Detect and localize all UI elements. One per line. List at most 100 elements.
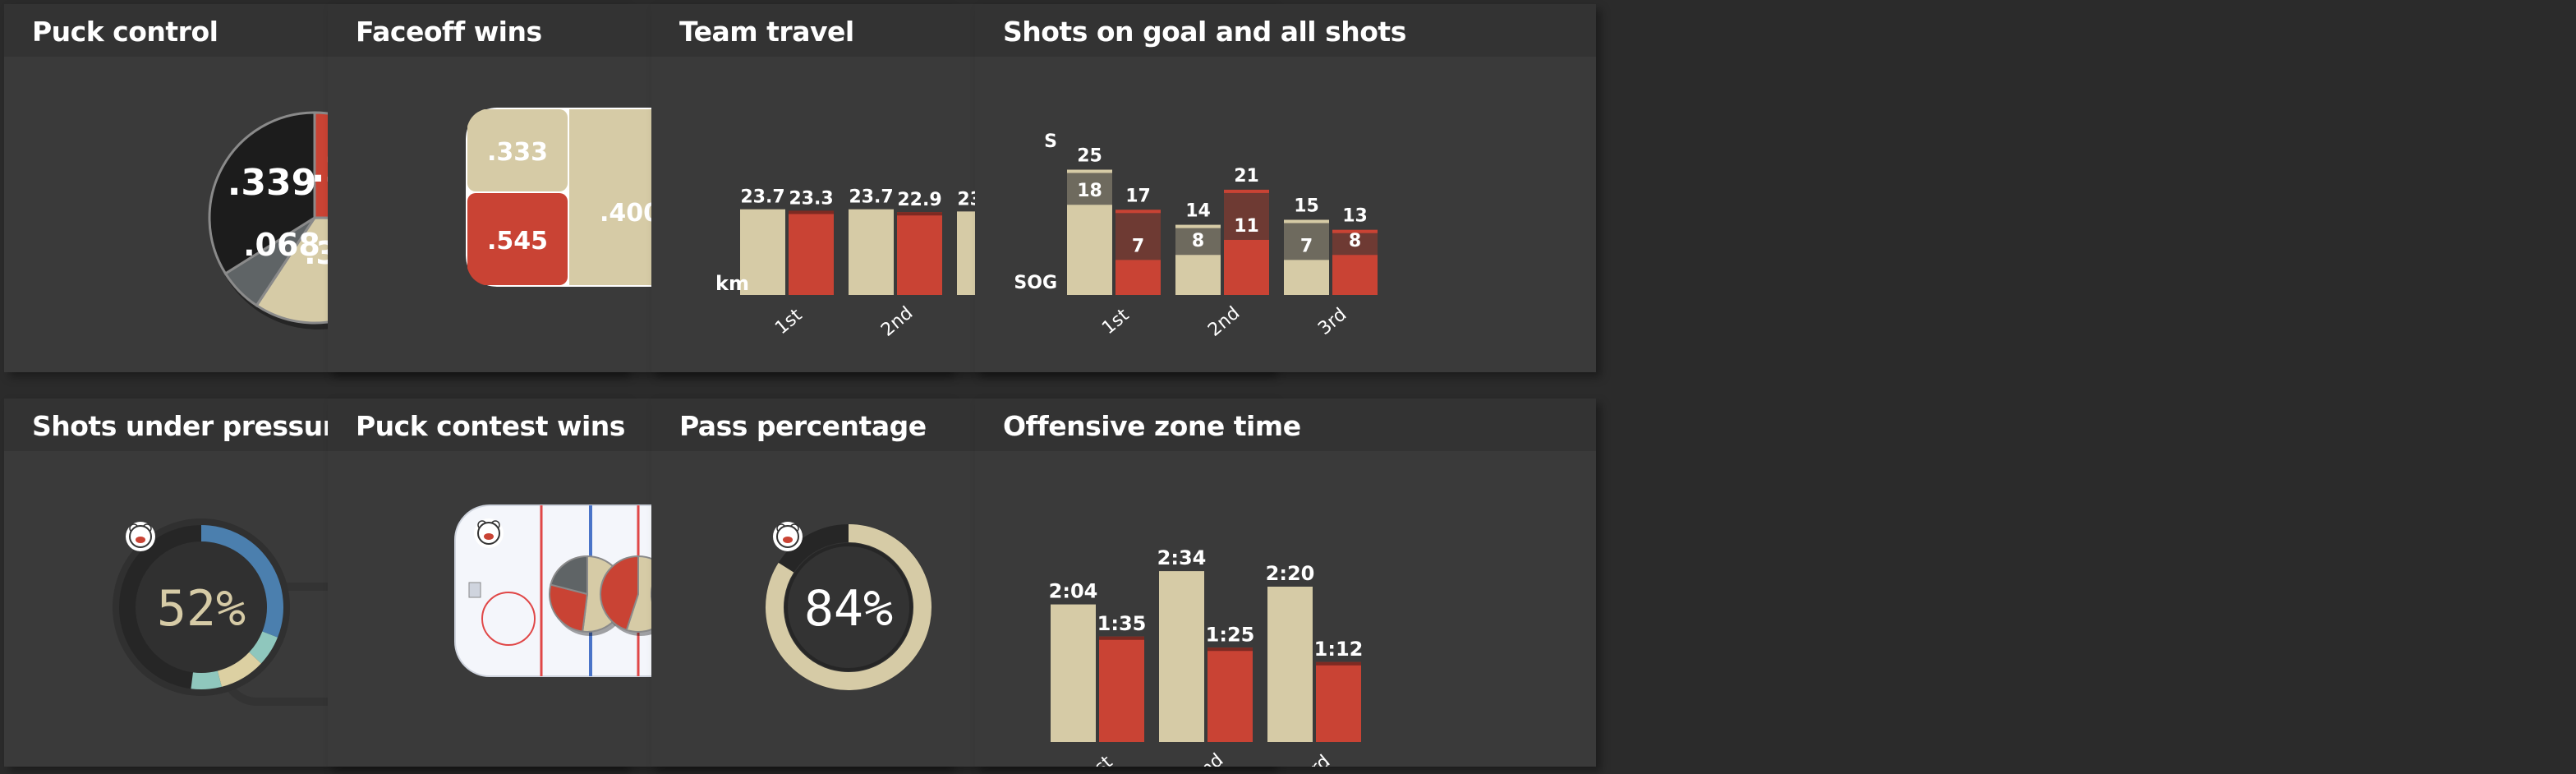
faceoff-label-left-top: .333 xyxy=(487,138,548,167)
bar-2nd-1 xyxy=(897,212,942,295)
bear-mouth xyxy=(136,537,145,543)
rink-corner xyxy=(466,108,497,139)
ring-segment-0 xyxy=(200,525,283,638)
category-label: 2nd xyxy=(1188,750,1227,767)
shots-bar-cap xyxy=(1224,189,1269,193)
shots-value-label: 14 xyxy=(1185,201,1211,222)
bear-mouth xyxy=(484,533,494,540)
contest-pie-1-slice-1 xyxy=(600,555,639,632)
sog-bar-1st-1 xyxy=(1116,260,1161,295)
bar-3rd-1 xyxy=(1316,661,1361,742)
bar-2nd-0 xyxy=(1159,571,1204,742)
shots-value-label: 13 xyxy=(1342,206,1368,227)
sog-bar-3rd-0 xyxy=(1284,260,1329,295)
ring-segment-3 xyxy=(191,670,222,689)
bar-value-label: 22.9 xyxy=(897,190,941,210)
bar-value-label: 1:35 xyxy=(1097,612,1147,635)
shots-bar-1st-1 xyxy=(1116,210,1161,260)
bar-2nd-0 xyxy=(849,209,894,295)
faceoff-label-center: .400 xyxy=(600,199,660,228)
panel-puck-contest-wins: Puck contest wins xyxy=(328,399,949,767)
shots-bar-cap xyxy=(1175,224,1221,228)
axis-label-km: km xyxy=(715,272,749,295)
ozone-bar-chart: 2:04 1:35 1st 2:34 1:25 2nd 2:20 1:12 3rd xyxy=(1049,546,1364,767)
sog-bar-1st-0 xyxy=(1067,205,1112,295)
pressure-value: 52% xyxy=(157,580,246,638)
ring-outer xyxy=(770,528,927,686)
ring-outer xyxy=(113,518,290,696)
sog-value-label: 8 xyxy=(1349,231,1361,251)
sog-value-label: 8 xyxy=(1192,231,1204,251)
category-label: 2nd xyxy=(1204,303,1244,341)
shots-value-label: 15 xyxy=(1294,196,1319,217)
bar-value-label: 23.7 xyxy=(849,187,893,208)
panel-title: Offensive zone time xyxy=(975,399,1596,451)
sog-bar-2nd-1 xyxy=(1224,239,1269,295)
category-label: 3rd xyxy=(1314,304,1350,339)
faceoff-cell-left-bottom xyxy=(467,193,568,285)
pie-label: .068 xyxy=(243,227,320,263)
sog-value-label: 7 xyxy=(1300,236,1313,256)
shots-bar-2nd-0 xyxy=(1175,224,1221,256)
bar-2nd-1 xyxy=(1208,647,1253,742)
pie-slice-3 xyxy=(208,111,316,275)
shots-bar-1st-0 xyxy=(1067,169,1112,205)
bar-value-label: 2:20 xyxy=(1266,562,1315,585)
category-label: 1st xyxy=(1082,752,1116,767)
category-label: 2nd xyxy=(877,303,917,341)
panel-title: Shots on goal and all shots xyxy=(975,4,1596,57)
sog-bar-2nd-0 xyxy=(1175,255,1221,295)
sog-value-label: 11 xyxy=(1234,216,1259,237)
category-label: 3rd xyxy=(1298,751,1334,767)
bar-1st-0 xyxy=(740,209,785,295)
shots-bar-cap xyxy=(1332,229,1378,233)
bar-1st-1 xyxy=(1099,636,1144,742)
shots-bar-chart: 25 18 17 7 1st 14 8 21 11 2nd 15 7 13 8 3rd S SOG xyxy=(1014,131,1378,341)
pass-value: 84% xyxy=(804,580,893,638)
bar-value-label: 1:12 xyxy=(1314,638,1364,661)
ring-inner-shade xyxy=(784,543,913,671)
category-label: 1st xyxy=(1098,305,1133,339)
rink-net xyxy=(468,582,481,598)
shots-value-label: 17 xyxy=(1125,186,1151,206)
ring-segment-1 xyxy=(249,631,278,664)
bar-cap xyxy=(1208,647,1253,652)
bar-cap xyxy=(1099,636,1144,640)
bar-value-label: 2:34 xyxy=(1157,546,1207,569)
panel-shots: Shots on goal and all shots 25 18 17 7 1st 14… xyxy=(975,4,1596,372)
axis-label-s: S xyxy=(1044,131,1057,152)
shots-value-label: 21 xyxy=(1234,166,1259,187)
category-label: 1st xyxy=(771,305,806,339)
shots-bar-cap xyxy=(1067,169,1112,173)
shots-value-label: 25 xyxy=(1077,146,1102,167)
sog-bar-3rd-1 xyxy=(1332,255,1378,295)
shots-bar-cap xyxy=(1116,210,1161,214)
shots-bar-3rd-0 xyxy=(1284,219,1329,260)
faceoff-circle xyxy=(481,592,536,646)
faceoff-cell-left-top xyxy=(467,109,568,191)
bar-value-label: 2:04 xyxy=(1049,580,1098,603)
bar-value-label: 23.3 xyxy=(789,188,833,209)
bar-value-label: 23.7 xyxy=(740,187,784,208)
bear-mouth xyxy=(783,537,793,543)
sog-value-label: 7 xyxy=(1132,236,1144,256)
faceoff-label-left-bottom: .545 xyxy=(487,227,548,256)
shots-bar-cap xyxy=(1284,219,1329,223)
bar-cap xyxy=(1316,661,1361,666)
bar-1st-1 xyxy=(789,210,834,295)
panel-offensive-zone-time: Offensive zone time 2:041:351st2:341:252… xyxy=(975,399,1596,767)
axis-label-sog: SOG xyxy=(1014,273,1057,293)
bar-3rd-0 xyxy=(1267,587,1313,742)
sog-value-label: 18 xyxy=(1077,181,1102,201)
contest-pie-0-slice-2 xyxy=(550,555,588,596)
shots-bar-2nd-1 xyxy=(1224,189,1269,240)
bar-cap xyxy=(897,212,942,216)
pie-label: .339 xyxy=(228,162,317,204)
bar-1st-0 xyxy=(1051,604,1096,742)
shots-bar-3rd-1 xyxy=(1332,229,1378,256)
contest-pie-0-slice-1 xyxy=(549,583,589,633)
ring-segment-2 xyxy=(217,652,261,687)
bar-value-label: 1:25 xyxy=(1206,623,1255,646)
bar-cap xyxy=(789,210,834,214)
ring-value-arc xyxy=(766,524,932,690)
